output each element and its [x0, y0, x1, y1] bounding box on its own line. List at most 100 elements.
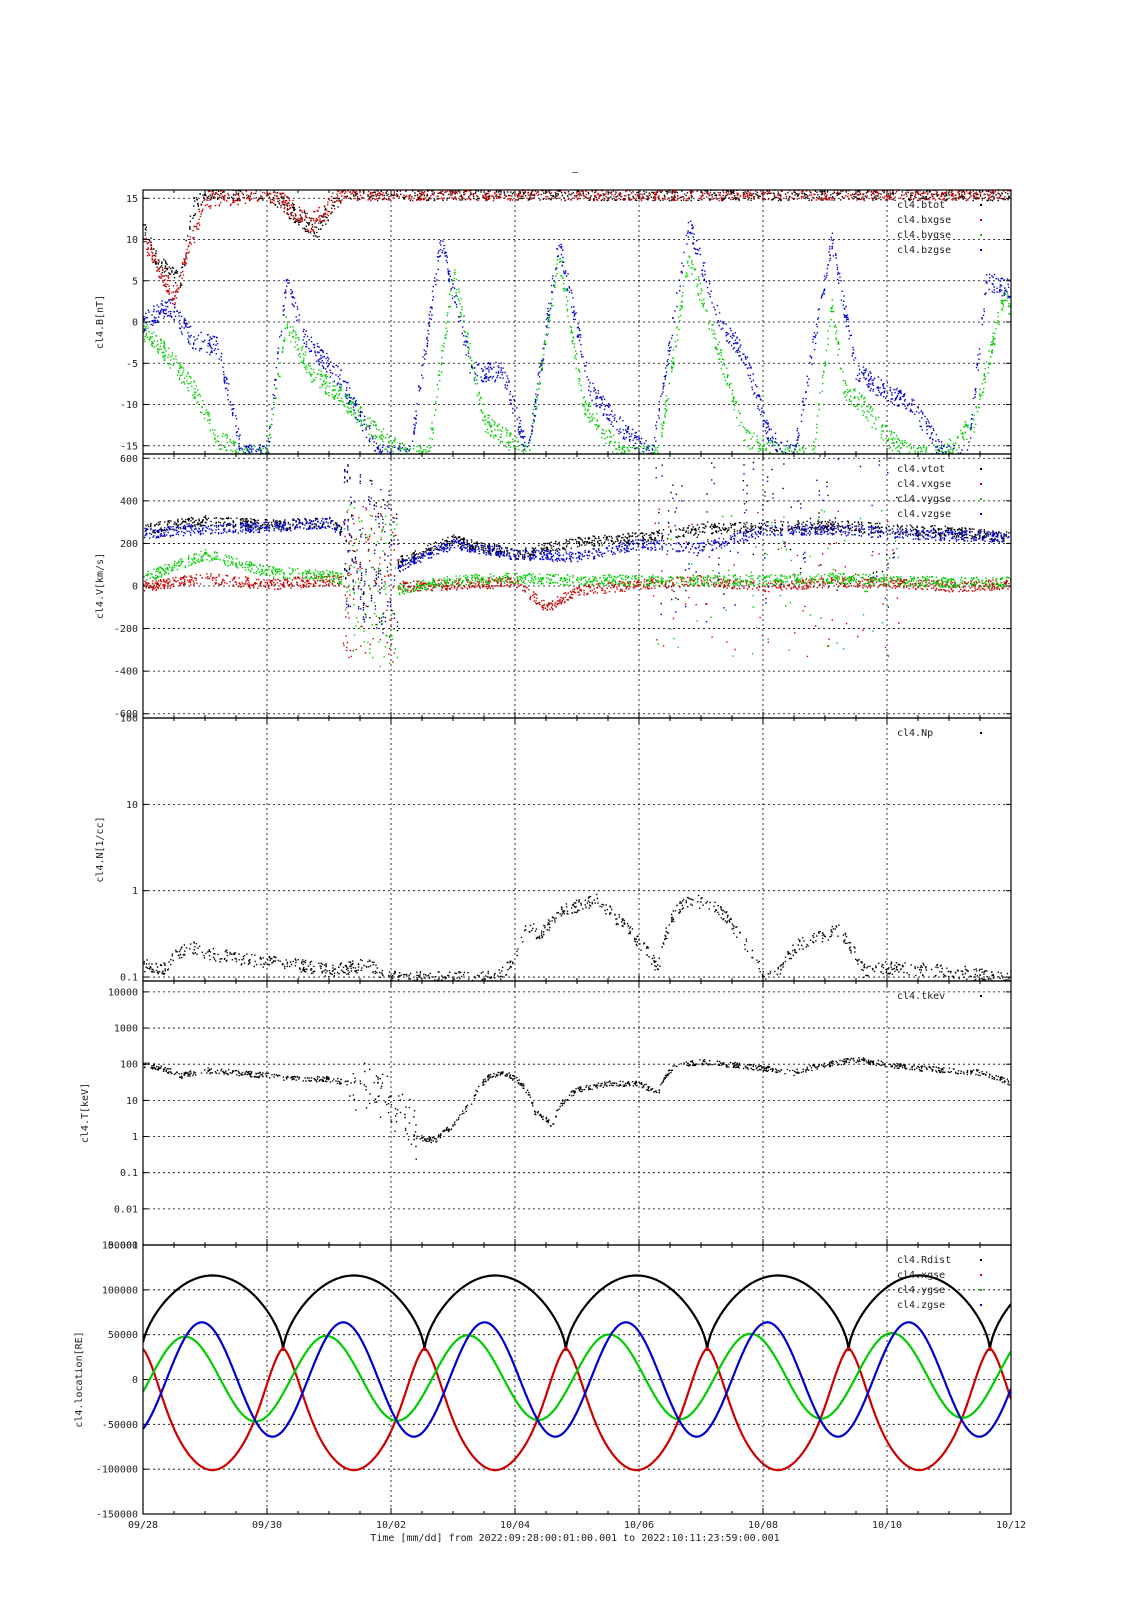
y-tick-label: 10 — [126, 235, 138, 246]
plot-area — [143, 454, 1011, 667]
legend-marker — [980, 995, 982, 997]
data-point — [143, 506, 1011, 663]
data-point — [143, 255, 1011, 454]
legend-entry: cl4.bzgse — [897, 245, 951, 256]
y-tick-label: 1000 — [114, 1024, 138, 1035]
y-tick-label: -200 — [114, 624, 138, 635]
y-tick-label: 0.1 — [120, 1168, 138, 1179]
x-tick-label: 10/06 — [624, 1520, 654, 1531]
y-axis-label: cl4.location[RE] — [74, 1331, 85, 1427]
legend-entry: cl4.xgse — [897, 1270, 945, 1281]
panel-2: -600 -400 -200 0 200 400 600 cl4.V[km/s] cl4.vto… — [95, 453, 1012, 720]
series-cl4-bygse — [143, 255, 1011, 454]
y-tick-label: 200 — [120, 539, 138, 550]
y-axis-label: cl4.T[keV] — [80, 1083, 91, 1143]
y-axis-label: cl4.N[1/cc] — [95, 816, 106, 882]
legend-marker — [980, 204, 982, 206]
x-tick-label: 10/12 — [996, 1520, 1026, 1531]
plot-area — [143, 1057, 1011, 1160]
plot-area — [143, 190, 1011, 454]
y-tick-label: 100 — [120, 714, 138, 725]
y-tick-label: 150000 — [102, 1241, 138, 1252]
legend-entry: cl4.bygse — [897, 230, 951, 241]
legend-entry: cl4.vygse — [897, 494, 951, 505]
y-tick-label: -100000 — [96, 1465, 138, 1476]
legend-marker — [980, 498, 982, 500]
data-point — [143, 1057, 1011, 1160]
y-tick-label: -10 — [120, 400, 138, 411]
series-line — [143, 1274, 1011, 1351]
y-tick-label: 0 — [132, 582, 138, 593]
legend-entry: cl4.Rdist — [897, 1255, 951, 1266]
x-tick-label: 10/04 — [500, 1520, 530, 1531]
series-cl4-vzgse — [143, 455, 1011, 634]
legend-entry: cl4.zgse — [897, 1300, 945, 1311]
series-cl4-btot — [143, 190, 1011, 288]
panel-frame — [142, 980, 1012, 1246]
legend-entry: cl4.tkev — [897, 991, 945, 1002]
series-line — [143, 1331, 1011, 1423]
chart-title: – — [572, 167, 579, 178]
x-tick-label: 09/30 — [252, 1520, 282, 1531]
legend-marker — [980, 513, 982, 515]
data-point — [144, 454, 1011, 638]
y-tick-label: 10000 — [108, 987, 138, 998]
y-tick-label: 0.01 — [114, 1204, 138, 1215]
panel-1: -15 -10 -5 0 5 10 15 cl4.B[nT] cl4.btot cl4.bxgse… — [95, 189, 1012, 455]
legend-marker — [980, 1304, 982, 1306]
y-tick-label: 600 — [120, 454, 138, 465]
legend-marker — [980, 1259, 982, 1261]
data-point — [143, 220, 1011, 454]
legend-entry: cl4.ygse — [897, 1285, 945, 1296]
legend-entry: cl4.Np — [897, 728, 933, 739]
y-tick-label: 400 — [120, 496, 138, 507]
y-tick-label: 0 — [132, 1375, 138, 1386]
panel-4: 0.001 0.01 0.1 1 10 100 1000 10000 cl4.T[keV] cl4… — [80, 980, 1012, 1252]
legend-entry: cl4.vzgse — [897, 509, 951, 520]
y-tick-label: 1 — [132, 886, 138, 897]
panel-frame — [142, 1244, 1012, 1515]
plot-area — [143, 1274, 1011, 1472]
panel-3: 0.1 1 10 100 cl4.N[1/cc] cl4.Np — [95, 714, 1012, 984]
series-cl4-bzgse — [143, 220, 1011, 454]
series-cl4-zgse — [143, 1321, 1011, 1438]
legend-entry: cl4.vtot — [897, 464, 945, 475]
plot-area — [143, 893, 1011, 981]
y-tick-label: 10 — [126, 1096, 138, 1107]
legend-marker — [980, 483, 982, 485]
y-tick-label: 0.1 — [120, 973, 138, 984]
y-tick-label: 10 — [126, 800, 138, 811]
legend-entry: cl4.bxgse — [897, 215, 951, 226]
y-tick-label: -15 — [120, 441, 138, 452]
x-tick-label: 10/08 — [748, 1520, 778, 1531]
y-tick-label: -5 — [126, 359, 138, 370]
data-point — [143, 190, 1011, 288]
legend-marker — [980, 249, 982, 251]
legend-marker — [980, 219, 982, 221]
legend-entry: cl4.btot — [897, 200, 945, 211]
legend-entry: cl4.vxgse — [897, 479, 951, 490]
legend-marker — [980, 1289, 982, 1291]
y-tick-label: -600 — [114, 709, 138, 720]
panel-5: -150000 -100000 -50000 0 50000 100000 150000 cl… — [74, 1241, 1012, 1521]
y-tick-label: 50000 — [108, 1330, 138, 1341]
x-tick-label: 09/28 — [128, 1520, 158, 1531]
x-axis-label: Time [mm/dd] from 2022:09:28:00:01:00.00… — [370, 1533, 779, 1544]
y-tick-label: -150000 — [96, 1510, 138, 1521]
y-tick-label: -50000 — [102, 1420, 138, 1431]
y-tick-label: 1 — [132, 1132, 138, 1143]
y-tick-label: -400 — [114, 667, 138, 678]
data-point — [143, 893, 1011, 981]
series-cl4-Np — [143, 893, 1011, 981]
x-tick-labels: 09/28 09/30 10/02 10/04 10/06 10/08 10/10 10/12 — [128, 1520, 1026, 1531]
series-cl4-tkev — [143, 1057, 1011, 1160]
series-cl4-vtot — [144, 454, 1011, 638]
series-cl4-Rdist — [143, 1274, 1011, 1351]
y-tick-label: 0 — [132, 318, 138, 329]
y-axis-label: cl4.B[nT] — [95, 295, 106, 349]
y-tick-label: 5 — [132, 276, 138, 287]
legend-marker — [980, 1274, 982, 1276]
y-tick-label: 0.001 — [108, 1241, 138, 1252]
panel-frame — [142, 717, 1012, 982]
